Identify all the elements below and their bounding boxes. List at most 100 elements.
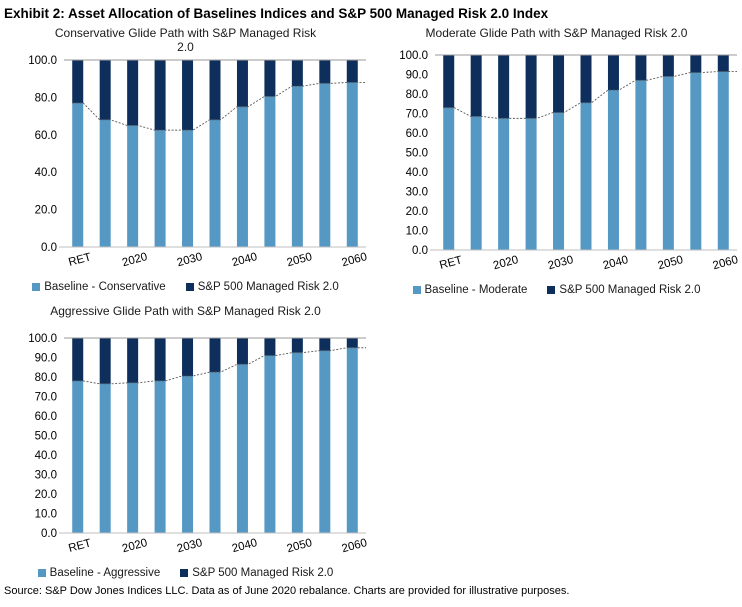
legend-swatch-icon <box>32 283 41 291</box>
bar-baseline-segment <box>319 83 331 247</box>
bar-baseline-segment <box>662 76 674 250</box>
legend-label: S&P 500 Managed Risk 2.0 <box>192 567 334 579</box>
y-tick-label: 80.0 <box>406 89 428 101</box>
y-tick-label: 90.0 <box>406 70 428 82</box>
bar-baseline-segment <box>690 72 702 250</box>
bar-baseline-segment <box>470 116 482 250</box>
bar-managed-risk-segment <box>182 338 194 377</box>
legend-swatch-icon <box>185 283 194 291</box>
y-tick-label: 100.0 <box>28 333 57 345</box>
bar-baseline-segment <box>580 102 592 251</box>
legend-item: S&P 500 Managed Risk 2.0 <box>180 567 333 579</box>
bar-managed-risk-segment <box>236 338 248 365</box>
y-tick-label: 10.0 <box>406 226 428 238</box>
bar-baseline-segment <box>72 103 84 247</box>
bar-baseline-segment <box>127 382 139 533</box>
bar-managed-risk-segment <box>553 55 565 113</box>
y-tick-label: 0.0 <box>41 242 57 254</box>
x-tick-label: 2060 <box>341 537 369 555</box>
bar-baseline-segment <box>635 80 647 250</box>
bar-managed-risk-segment <box>319 60 331 84</box>
x-tick-label: 2030 <box>176 251 204 269</box>
legend-label: S&P 500 Managed Risk 2.0 <box>559 284 701 296</box>
bar-managed-risk-segment <box>264 60 276 97</box>
bar-managed-risk-segment <box>209 60 221 120</box>
bar-managed-risk-segment <box>264 338 276 356</box>
y-tick-label: 10.0 <box>35 509 57 521</box>
y-tick-label: 20.0 <box>35 489 57 501</box>
legend-swatch-icon <box>180 569 189 577</box>
legend-conservative: Baseline - Conservative S&P 500 Managed R… <box>0 281 371 293</box>
y-tick-label: 70.0 <box>406 109 428 121</box>
legend-item: Baseline - Moderate <box>412 284 527 296</box>
chart-moderate-glide-path: Moderate Glide Path with S&P Managed Ris… <box>371 26 742 296</box>
x-tick-label: 2050 <box>657 254 685 272</box>
x-tick-label: 2020 <box>121 537 149 555</box>
legend-swatch-icon <box>37 569 46 577</box>
bar-managed-risk-segment <box>182 60 194 131</box>
bar-baseline-segment <box>498 118 510 250</box>
bar-managed-risk-segment <box>443 55 455 108</box>
bar-managed-risk-segment <box>99 338 111 384</box>
bar-baseline-segment <box>319 350 331 533</box>
y-tick-label: 40.0 <box>35 450 57 462</box>
bar-managed-risk-segment <box>154 338 166 381</box>
bar-baseline-segment <box>154 380 166 533</box>
y-tick-label: 30.0 <box>406 187 428 199</box>
plot-area-aggressive: 0.0 10.0 20.0 30.0 40.0 50.0 60.0 70.0 80.0 90.0 1… <box>28 333 369 555</box>
bar-baseline-segment <box>209 119 221 247</box>
bar-managed-risk-segment <box>498 55 510 119</box>
bar-baseline-segment <box>264 96 276 247</box>
bar-baseline-segment <box>291 86 303 248</box>
bar-baseline-segment <box>236 106 248 247</box>
bar-managed-risk-segment <box>717 55 729 72</box>
legend-swatch-icon <box>547 286 556 294</box>
chart-title-aggressive: Aggressive Glide Path with S&P Managed R… <box>50 304 321 318</box>
legend-item: S&P 500 Managed Risk 2.0 <box>547 284 701 296</box>
bar-baseline-segment <box>346 82 358 247</box>
bar-baseline-segment <box>553 112 565 251</box>
bar-managed-risk-segment <box>127 338 139 383</box>
bar-baseline-segment <box>72 380 84 533</box>
bar-managed-risk-segment <box>127 60 139 126</box>
y-tick-label: 100.0 <box>399 50 428 62</box>
bar-managed-risk-segment <box>662 55 674 77</box>
y-tick-label: 100.0 <box>28 55 57 67</box>
y-tick-label: 60.0 <box>406 128 428 140</box>
y-tick-label: 60.0 <box>35 130 57 142</box>
bar-baseline-segment <box>182 376 194 533</box>
bar-managed-risk-segment <box>690 55 702 73</box>
bar-baseline-segment <box>443 107 455 251</box>
bar-managed-risk-segment <box>470 55 482 117</box>
x-tick-label: 2020 <box>492 254 520 272</box>
exhibit-title: Exhibit 2: Asset Allocation of Baselines… <box>4 6 549 21</box>
bar-managed-risk-segment <box>99 60 111 120</box>
x-tick-label: RET <box>67 251 92 269</box>
bar-managed-risk-segment <box>580 55 592 103</box>
bar-baseline-segment <box>127 125 139 247</box>
chart-title-moderate: Moderate Glide Path with S&P Managed Ris… <box>425 26 688 40</box>
bar-baseline-segment <box>236 364 248 533</box>
chart-aggressive-glide-path: Aggressive Glide Path with S&P Managed R… <box>0 304 371 579</box>
legend-swatch-icon <box>412 286 421 294</box>
y-tick-label: 90.0 <box>35 353 57 365</box>
y-tick-label: 20.0 <box>35 205 57 217</box>
y-tick-label: 70.0 <box>35 392 57 404</box>
y-tick-label: 60.0 <box>35 411 57 423</box>
bar-managed-risk-segment <box>319 338 331 351</box>
bar-managed-risk-segment <box>209 338 221 373</box>
x-tick-label: RET <box>67 537 92 555</box>
y-tick-label: 50.0 <box>35 431 57 443</box>
bar-managed-risk-segment <box>72 338 84 381</box>
bar-managed-risk-segment <box>236 60 248 107</box>
bar-managed-risk-segment <box>635 55 647 81</box>
bar-baseline-segment <box>209 372 221 533</box>
x-tick-label: 2060 <box>712 254 740 272</box>
bar-baseline-segment <box>717 71 729 250</box>
x-tick-label: 2050 <box>286 537 314 555</box>
chart-conservative-glide-path: Conservative Glide Path with S&P Managed… <box>0 26 371 293</box>
bar-managed-risk-segment <box>291 60 303 87</box>
y-tick-label: 20.0 <box>406 206 428 218</box>
bar-baseline-segment <box>99 119 111 247</box>
legend-label: S&P 500 Managed Risk 2.0 <box>197 281 339 293</box>
